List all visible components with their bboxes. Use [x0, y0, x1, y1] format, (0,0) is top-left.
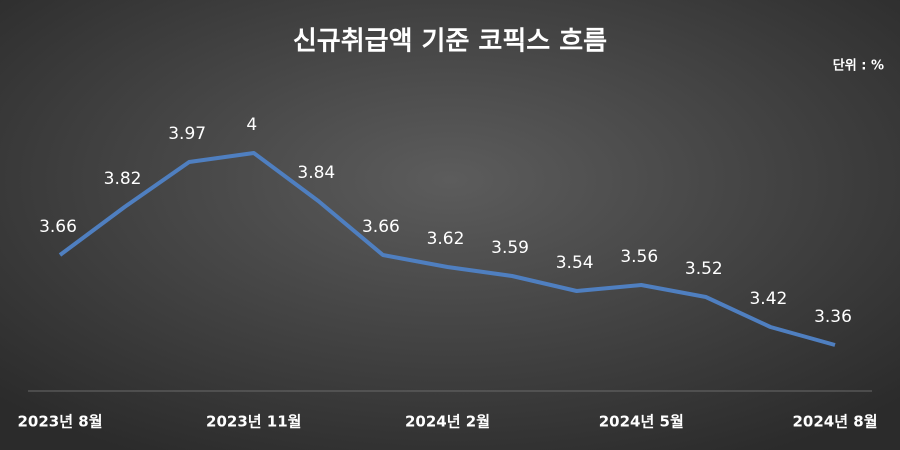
data-line [58, 151, 836, 347]
x-tick-label: 2024년 2월 [405, 413, 490, 431]
data-label: 3.66 [39, 217, 77, 237]
data-label: 3.56 [620, 247, 658, 267]
x-tick-label: 2023년 11월 [206, 413, 301, 431]
data-label: 3.62 [427, 229, 465, 249]
data-label: 3.36 [814, 307, 852, 327]
data-label: 3.66 [362, 217, 400, 237]
data-label: 3.97 [168, 124, 206, 144]
data-label: 4 [246, 115, 257, 135]
data-label: 3.54 [556, 253, 594, 273]
unit-note: 단위 : % [833, 58, 884, 74]
chart-title: 신규취급액 기준 코픽스 흐름 [293, 27, 607, 57]
data-label: 3.42 [749, 289, 787, 309]
x-tick-label: 2024년 8월 [792, 413, 877, 431]
x-tick-label: 2024년 5월 [599, 413, 684, 431]
data-label: 3.84 [297, 163, 335, 183]
data-label: 3.59 [491, 238, 529, 258]
data-label: 3.52 [685, 259, 723, 279]
data-label: 3.82 [104, 169, 142, 189]
x-tick-label: 2023년 8월 [17, 413, 102, 431]
